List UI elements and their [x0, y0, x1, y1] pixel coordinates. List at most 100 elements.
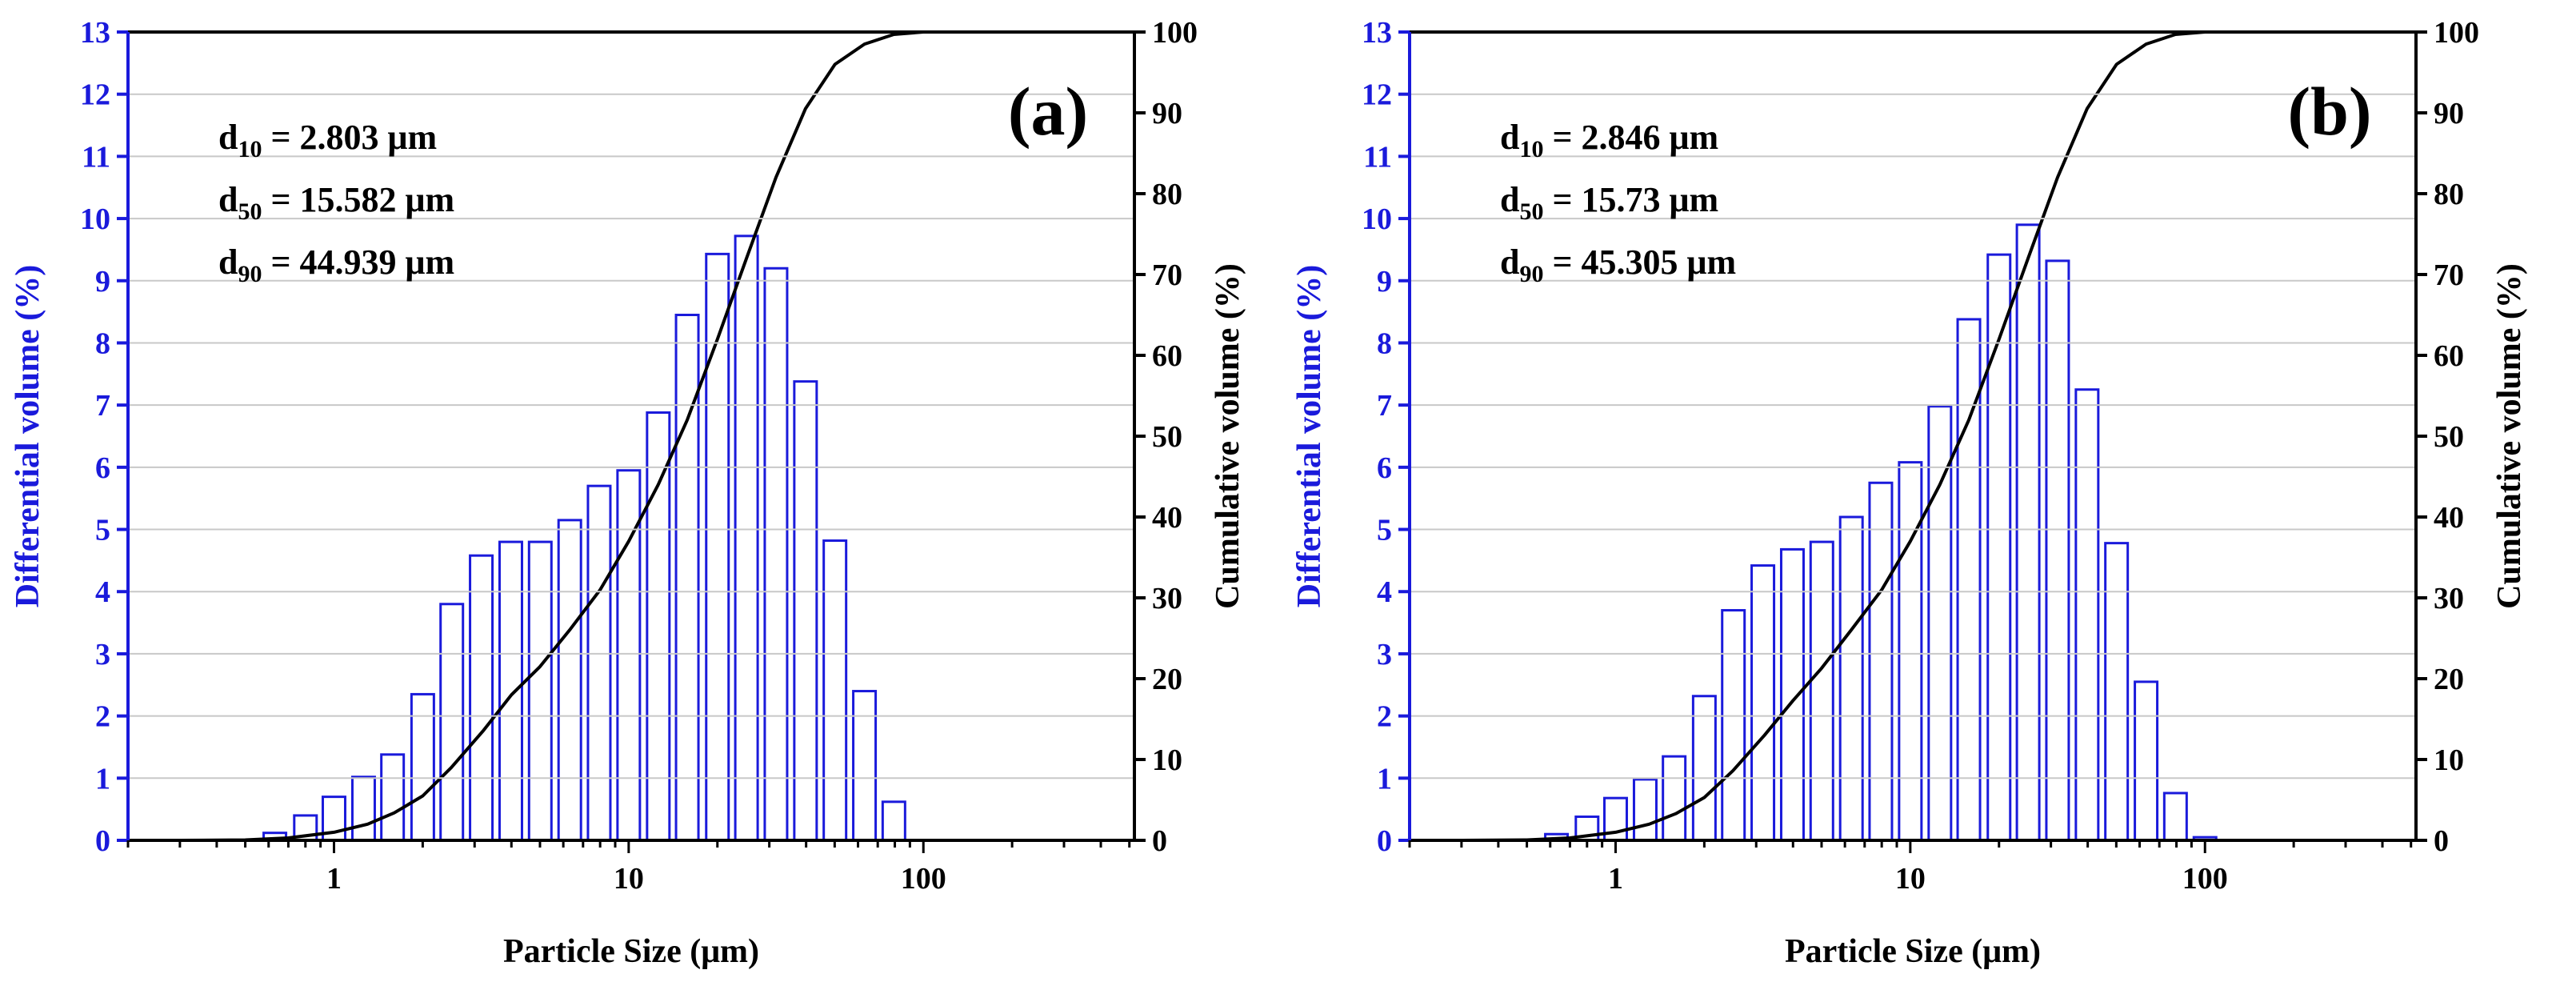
annotation-d10: d10 = 2.803 μm — [218, 118, 437, 162]
right-tick-label: 80 — [2434, 178, 2464, 211]
right-tick-label: 90 — [1152, 97, 1182, 130]
x-tick-label: 10 — [1895, 862, 1926, 896]
left-tick-label: 9 — [95, 265, 110, 299]
bar — [2162, 792, 2188, 842]
bar — [2104, 542, 2130, 842]
right-tick-label: 20 — [1152, 663, 1182, 696]
x-axis-label: Particle Size (μm) — [503, 933, 759, 970]
bar — [1838, 515, 1864, 842]
bar — [881, 800, 906, 842]
panel-label: (a) — [1008, 73, 1088, 150]
x-axis-label: Particle Size (μm) — [1785, 933, 2041, 970]
bar — [410, 692, 435, 842]
left-tick-label: 13 — [1362, 16, 1392, 50]
x-tick-label: 100 — [2182, 862, 2228, 896]
left-tick-label: 10 — [1362, 202, 1392, 236]
bar — [2134, 680, 2159, 842]
bar — [1927, 405, 1953, 842]
left-tick-label: 12 — [1362, 78, 1392, 112]
bar — [498, 540, 523, 842]
left-tick-label: 13 — [80, 16, 110, 50]
bar — [793, 380, 818, 842]
bar — [350, 776, 376, 842]
bar — [439, 603, 465, 842]
x-tick-label: 1 — [1608, 862, 1623, 896]
right-tick-label: 30 — [2434, 582, 2464, 615]
bar — [1779, 547, 1805, 842]
right-tick-label: 50 — [2434, 420, 2464, 454]
right-tick-label: 80 — [1152, 178, 1182, 211]
left-tick-label: 1 — [95, 762, 110, 796]
y-axis-label-right: Cumulative volume (%) — [1210, 263, 1246, 609]
x-tick-label: 10 — [614, 862, 644, 896]
annotation-d10: d10 = 2.846 μm — [1500, 118, 1718, 162]
left-tick-label: 2 — [1377, 700, 1392, 734]
x-ticks: 1 10 100 — [126, 840, 1131, 896]
left-tick-label: 11 — [82, 140, 110, 174]
bar — [646, 411, 671, 842]
left-tick-label: 5 — [1377, 514, 1392, 547]
right-tick-label: 70 — [1152, 259, 1182, 292]
right-tick-label: 40 — [2434, 501, 2464, 535]
annotation-d50: d50 = 15.73 μm — [1500, 180, 1718, 225]
x-tick-label: 1 — [326, 862, 342, 896]
bar — [1632, 778, 1658, 842]
bar — [1750, 564, 1776, 842]
left-tick-label: 1 — [1377, 762, 1392, 796]
y-axis-label-right: Cumulative volume (%) — [2491, 263, 2528, 609]
left-tick-label: 4 — [1377, 575, 1392, 609]
right-tick-label: 20 — [2434, 663, 2464, 696]
left-tick-label: 8 — [1377, 327, 1392, 360]
x-ticks: 1 10 100 — [1408, 840, 2413, 896]
left-tick-label: 4 — [95, 575, 110, 609]
y-axis-label-left: Differential volume (%) — [10, 265, 46, 607]
bar — [674, 314, 700, 842]
left-tick-label: 11 — [1363, 140, 1392, 174]
left-tick-label: 7 — [95, 389, 110, 423]
right-tick-label: 0 — [2434, 824, 2449, 858]
left-tick-label: 0 — [1377, 824, 1392, 858]
annotation-d50: d50 = 15.582 μm — [218, 180, 454, 225]
bar — [1691, 695, 1717, 842]
bar — [586, 484, 612, 842]
axes-frame — [126, 30, 1136, 842]
right-tick-label: 0 — [1152, 824, 1167, 858]
bar — [822, 539, 848, 842]
bar — [1721, 609, 1746, 842]
bar — [1898, 461, 1923, 842]
right-tick-label: 100 — [1152, 16, 1198, 50]
left-tick-label: 10 — [80, 202, 110, 236]
right-tick-label: 60 — [2434, 339, 2464, 373]
right-tick-label: 90 — [2434, 97, 2464, 130]
right-y-ticks: 0 10 20 30 40 50 60 70 80 90 100 — [2416, 16, 2479, 858]
axes-frame — [1408, 30, 2418, 842]
right-tick-label: 40 — [1152, 501, 1182, 535]
bar — [2015, 223, 2041, 842]
cumulative-curve — [1461, 30, 2416, 842]
left-tick-label: 9 — [1377, 265, 1392, 299]
right-tick-label: 10 — [2434, 743, 2464, 777]
bar — [734, 234, 759, 842]
panel-label: (b) — [2287, 73, 2371, 150]
right-tick-label: 10 — [1152, 743, 1182, 777]
bar — [1809, 540, 1834, 842]
left-tick-label: 6 — [1377, 451, 1392, 485]
right-tick-label: 50 — [1152, 420, 1182, 454]
bar — [557, 519, 582, 842]
y-axis-label-left: Differential volume (%) — [1291, 265, 1328, 607]
left-tick-label: 0 — [95, 824, 110, 858]
left-tick-label: 2 — [95, 700, 110, 734]
cumulative-curve-group — [1461, 30, 2416, 842]
left-tick-label: 8 — [95, 327, 110, 360]
left-tick-label: 12 — [80, 78, 110, 112]
cumulative-curve — [179, 30, 1134, 842]
bar — [1868, 481, 1894, 842]
bar — [527, 540, 553, 842]
left-tick-label: 7 — [1377, 389, 1392, 423]
bar — [2045, 259, 2070, 842]
bar — [763, 267, 789, 842]
bar — [469, 554, 494, 842]
